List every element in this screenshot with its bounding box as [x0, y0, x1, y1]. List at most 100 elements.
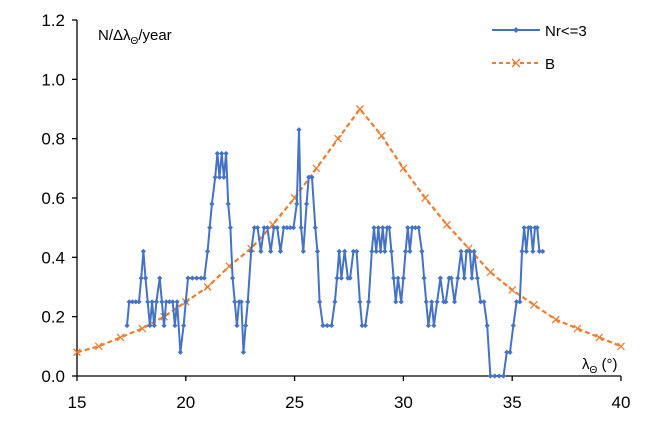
series-nr-point — [136, 299, 142, 305]
series-nr-point — [145, 299, 151, 305]
series-nr-point — [163, 299, 169, 305]
series-nr-point — [431, 322, 437, 329]
series-nr-point — [391, 275, 397, 281]
series-nr-point — [157, 275, 163, 281]
axes — [76, 20, 621, 377]
series-b-point — [508, 286, 517, 294]
series-nr-point — [126, 299, 132, 305]
y-tick-label: 0.4 — [41, 248, 65, 267]
x-axis-label: λΘ (°) — [582, 356, 617, 376]
series-nr-point — [153, 299, 160, 305]
series-nr-point — [223, 150, 229, 157]
series-nr-point — [225, 201, 231, 207]
series-nr-point — [467, 248, 473, 254]
series-b — [73, 105, 625, 357]
series-nr-point — [451, 299, 458, 305]
series-nr-point — [487, 373, 494, 379]
series-nr-point — [232, 299, 238, 305]
series-nr-point — [138, 275, 144, 281]
series-nr-point — [251, 225, 257, 231]
series-nr-point — [373, 248, 379, 254]
series-nr-point — [429, 299, 435, 305]
series-nr-point — [294, 201, 300, 207]
legend: Nr<=3 B — [492, 23, 587, 73]
series-nr-point — [425, 322, 432, 329]
series-nr-point — [395, 275, 401, 281]
series-nr-point — [484, 322, 490, 329]
series-nr-point — [371, 225, 377, 231]
series-nr-point — [336, 248, 342, 254]
series-b-line — [76, 107, 622, 354]
series-nr-point — [142, 275, 149, 281]
series-nr-point — [309, 174, 315, 180]
series-nr-point — [380, 225, 386, 231]
series-nr-point — [170, 299, 176, 305]
series-nr-point — [312, 225, 318, 231]
series-nr-point — [478, 299, 484, 305]
series-nr-point — [393, 299, 399, 305]
series-nr-point — [268, 248, 274, 254]
x-tick-label: 35 — [503, 393, 522, 412]
series-nr-point — [517, 299, 523, 305]
series-nr-point — [229, 275, 236, 281]
series-nr-point — [300, 248, 306, 254]
series-nr-point — [177, 349, 183, 355]
series-nr-point — [369, 248, 375, 254]
series-b-point — [334, 134, 343, 143]
series-nr-point — [402, 248, 409, 254]
y-tick-label: 1.0 — [41, 70, 65, 89]
series-nr-point — [284, 225, 290, 231]
y-tick-label: 1.2 — [41, 11, 65, 30]
series-nr-point — [510, 322, 516, 329]
series-nr-point — [534, 225, 540, 231]
series-nr-point — [277, 248, 284, 254]
series-nr-point — [238, 299, 244, 305]
series-nr-point — [328, 322, 335, 329]
series-nr-point — [166, 299, 173, 305]
series-nr-point — [264, 225, 270, 231]
y-tick-label: 0.2 — [41, 308, 65, 327]
series-nr-point — [347, 275, 353, 281]
series-b-point — [138, 324, 147, 333]
series-nr-point — [500, 373, 507, 379]
series-nr-point — [504, 349, 510, 355]
series-nr-point — [140, 248, 146, 254]
series-nr-point — [255, 225, 261, 231]
series-nr-point — [151, 322, 157, 329]
y-axis-label: N/ΔλΘ/year — [98, 27, 172, 47]
series-nr-point — [469, 275, 475, 281]
series-nr-point — [496, 373, 502, 379]
series-nr-point — [129, 299, 136, 305]
x-axis-ticks: 15 20 25 30 35 40 — [68, 376, 630, 412]
series-nr-point — [338, 275, 344, 281]
series-nr-point — [245, 299, 251, 305]
series-nr-point — [455, 275, 461, 281]
series-nr-point — [407, 248, 413, 254]
y-axis-ticks: 0.0 0.2 0.4 0.6 0.8 1.0 1.2 — [41, 11, 77, 386]
series-nr-point — [398, 299, 404, 305]
series-nr-point — [365, 299, 372, 305]
series-nr-point — [443, 299, 449, 305]
series-nr-point — [212, 174, 218, 180]
series-nr-point — [416, 225, 422, 231]
series-nr-point — [474, 275, 480, 281]
series-b-point — [421, 194, 430, 202]
series-nr-point — [342, 248, 348, 254]
series-nr-line — [126, 128, 543, 377]
series-nr-point — [528, 225, 534, 231]
series-b-point — [595, 333, 604, 342]
series-nr-point — [324, 322, 330, 329]
series-nr-point — [540, 248, 546, 254]
series-nr-point — [159, 299, 165, 305]
series-nr-point — [133, 299, 139, 305]
series-b-point — [617, 342, 625, 351]
series-nr-point — [174, 299, 180, 305]
series-b-point — [203, 283, 212, 291]
series-nr-point — [261, 225, 267, 231]
series-nr-point — [463, 248, 470, 254]
series-nr-point — [243, 322, 249, 329]
series-nr-point — [317, 299, 323, 305]
series-nr-point — [287, 225, 293, 231]
